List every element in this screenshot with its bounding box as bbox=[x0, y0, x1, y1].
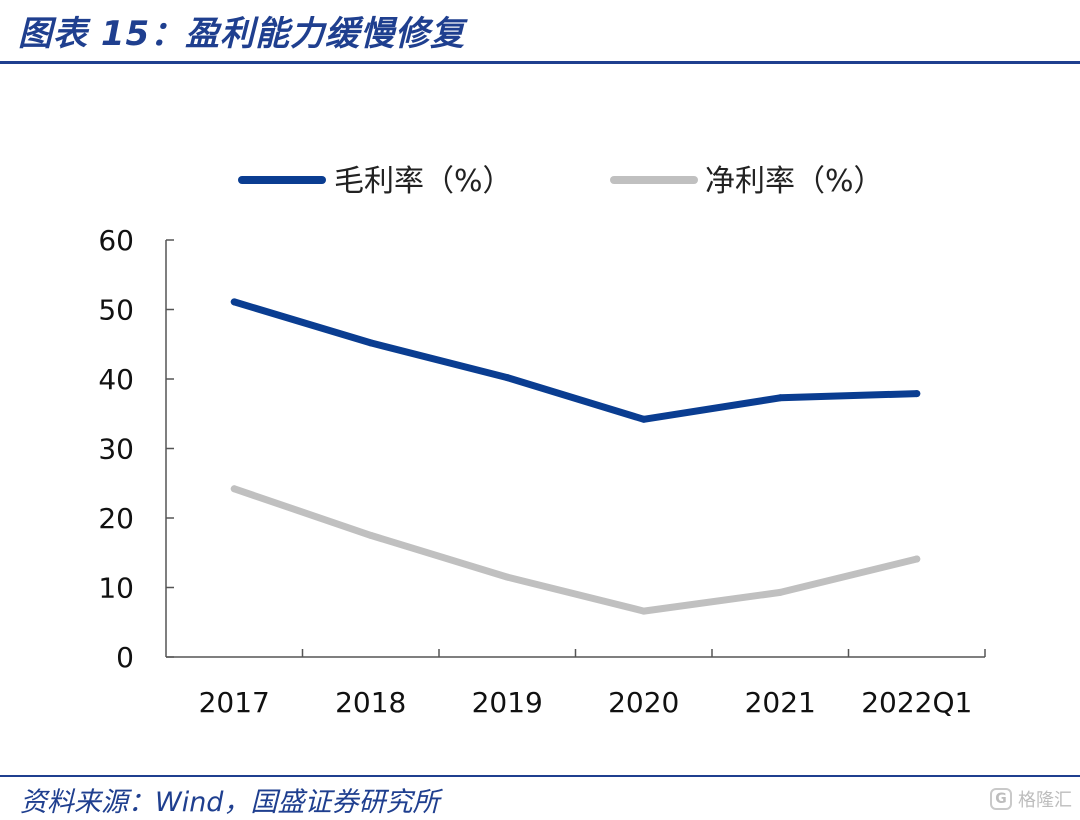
y-tick-label-60: 60 bbox=[98, 224, 134, 257]
y-tick-label-30: 30 bbox=[98, 433, 134, 466]
series-line-0 bbox=[230, 298, 921, 423]
series-lines bbox=[230, 298, 921, 615]
data-point-1-5 bbox=[913, 555, 921, 563]
y-tick-label-40: 40 bbox=[98, 363, 134, 396]
data-point-1-3 bbox=[640, 607, 648, 615]
data-point-1-2 bbox=[503, 573, 511, 581]
y-tick-label-0: 0 bbox=[116, 641, 134, 674]
legend-label-1: 净利率（%） bbox=[705, 164, 884, 199]
watermark-logo-icon: G bbox=[990, 788, 1012, 810]
x-tick-label-2021: 2021 bbox=[745, 686, 816, 719]
x-tick-label-2019: 2019 bbox=[472, 686, 543, 719]
footer-divider bbox=[0, 775, 1080, 777]
data-point-0-2 bbox=[503, 374, 511, 382]
data-point-0-4 bbox=[776, 394, 784, 402]
y-tick-label-10: 10 bbox=[98, 572, 134, 605]
data-point-0-0 bbox=[230, 298, 238, 306]
x-tick-label-2017: 2017 bbox=[199, 686, 270, 719]
watermark-text: 格隆汇 bbox=[1018, 790, 1072, 811]
watermark: G 格隆汇 bbox=[990, 786, 1072, 812]
legend: 毛利率（%） 净利率（%） bbox=[238, 164, 884, 199]
legend-label-0: 毛利率（%） bbox=[334, 164, 513, 199]
x-tick-label-2018: 2018 bbox=[335, 686, 406, 719]
data-point-1-1 bbox=[367, 531, 375, 539]
y-tick-label-50: 50 bbox=[98, 294, 134, 327]
data-point-0-1 bbox=[367, 339, 375, 347]
data-point-1-0 bbox=[230, 485, 238, 493]
line-chart: 毛利率（%） 净利率（%） 0 10 20 30 40 50 60 2017 2018 2019 20… bbox=[98, 164, 986, 719]
x-tick-label-2022Q1: 2022Q1 bbox=[861, 686, 972, 719]
header-divider bbox=[0, 61, 1080, 64]
data-point-0-5 bbox=[913, 390, 921, 398]
y-tick-label-20: 20 bbox=[98, 502, 134, 535]
chart-title: 图表 15：盈利能力缓慢修复 bbox=[18, 14, 466, 54]
series-line-1 bbox=[230, 485, 921, 615]
axes: 0 10 20 30 40 50 60 2017 2018 2019 2020 2021 2022Q1 bbox=[98, 224, 986, 719]
x-tick-label-2020: 2020 bbox=[608, 686, 679, 719]
data-point-1-4 bbox=[776, 588, 784, 596]
source-note: 资料来源：Wind，国盛证券研究所 bbox=[20, 787, 440, 818]
data-point-0-3 bbox=[640, 415, 648, 423]
